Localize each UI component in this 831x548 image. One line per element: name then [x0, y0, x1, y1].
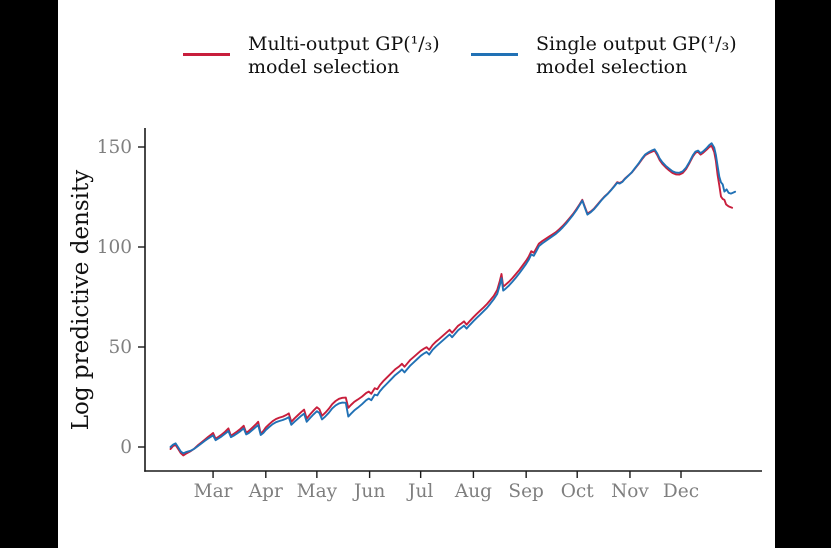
- series-line-single-output-gp: [169, 142, 737, 455]
- x-tick-label: Oct: [561, 481, 595, 502]
- x-tick-label: Sep: [508, 481, 543, 502]
- x-tick-label: Jun: [352, 481, 385, 502]
- x-tick-label: May: [297, 481, 338, 502]
- legend-label-single-output: Single output GP(¹/₃) model selection: [536, 33, 737, 78]
- x-tick-label: Aug: [454, 481, 492, 502]
- legend-label-line2: model selection: [536, 55, 688, 78]
- y-tick-label: 0: [120, 437, 132, 458]
- x-tick-label: Jul: [406, 481, 433, 502]
- plot-panel: [58, 0, 775, 548]
- legend-label-line1: Multi-output GP(¹/₃): [248, 33, 440, 55]
- x-tick-label: Dec: [663, 481, 699, 502]
- legend-swatch-single-output-line: [471, 53, 518, 56]
- y-tick-label: 50: [108, 337, 132, 358]
- y-tick-label: 150: [97, 137, 132, 158]
- legend-label-line1: Single output GP(¹/₃): [536, 33, 737, 55]
- series-line-multi-output-gp: [169, 144, 734, 457]
- legend-label-line2: model selection: [248, 55, 400, 78]
- x-tick-label: Mar: [194, 481, 233, 502]
- y-axis-title: Log predictive density: [68, 170, 94, 431]
- legend-item-multi-output: Multi-output GP(¹/₃) model selection: [183, 33, 440, 78]
- legend-label-multi-output: Multi-output GP(¹/₃) model selection: [248, 33, 440, 78]
- x-tick-label: Nov: [611, 481, 649, 502]
- legend-swatch-multi-output-line: [183, 53, 230, 56]
- legend-item-single-output: Single output GP(¹/₃) model selection: [471, 33, 737, 78]
- y-tick-label: 100: [97, 237, 132, 258]
- x-tick-label: Apr: [248, 481, 283, 502]
